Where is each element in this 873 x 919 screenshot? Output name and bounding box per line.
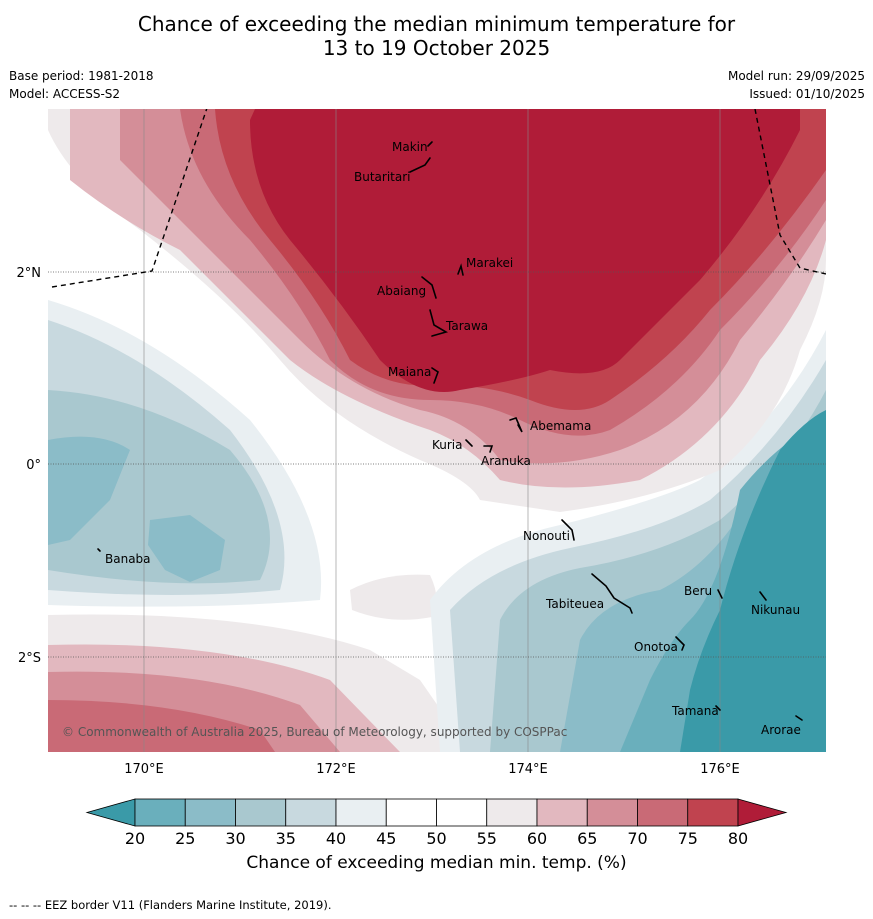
island-nikunau	[759, 591, 767, 601]
label-kuria: Kuria	[432, 438, 463, 452]
lat-lines	[48, 271, 826, 658]
colorbar: 20 25 30 35 40 45 50 55 60 65 70 75 80	[85, 798, 788, 848]
lon-label-174: 174°E	[508, 762, 548, 777]
label-arorae: Arorae	[761, 723, 801, 737]
colorbar-extend-low	[85, 798, 136, 827]
island-butaritari	[409, 157, 431, 173]
eez-border-east	[754, 109, 826, 275]
colorbar-swatch-30-35	[235, 798, 287, 827]
islands	[97, 141, 803, 721]
island-makin	[427, 141, 433, 147]
label-banaba: Banaba	[105, 552, 151, 566]
eez-footnote: -- -- -- EEZ border V11 (Flanders Marine…	[9, 898, 332, 912]
colorbar-tick-40: 40	[326, 829, 346, 848]
label-abemama: Abemama	[530, 419, 591, 433]
title-line-2: 13 to 19 October 2025	[322, 36, 551, 60]
model-run: Model run: 29/09/2025	[727, 69, 865, 83]
forecast-field: Makin Butaritari Marakei Abaiang Tarawa …	[48, 109, 826, 752]
band-blob-55	[350, 574, 437, 620]
model-name: Model: ACCESS-S2	[9, 87, 121, 101]
band-west-25b	[148, 515, 225, 582]
lat-axis-labels: 2°N 0° 2°S	[17, 266, 42, 666]
colorbar-tick-55: 55	[477, 829, 497, 848]
label-marakei: Marakei	[466, 256, 513, 270]
label-makin: Makin	[392, 140, 428, 154]
colorbar-tick-45: 45	[376, 829, 396, 848]
island-marakei	[457, 263, 464, 276]
issued-date: Issued: 01/10/2025	[749, 87, 865, 101]
map-title: Chance of exceeding the median minimum t…	[0, 12, 873, 60]
island-tabiteuea	[591, 573, 633, 614]
meta-right: Model run: 29/09/2025 Issued: 01/10/2025	[728, 67, 865, 103]
island-kuria	[465, 439, 473, 447]
label-butaritari: Butaritari	[354, 170, 411, 184]
label-beru: Beru	[684, 584, 712, 598]
colorbar-tick-60: 60	[527, 829, 547, 848]
island-onotoa	[675, 636, 685, 651]
colorbar-tick-30: 30	[225, 829, 245, 848]
colorbar-tick-20: 20	[125, 829, 145, 848]
island-tarawa	[429, 309, 449, 337]
colorbar-tick-35: 35	[276, 829, 296, 848]
base-period: Base period: 1981-2018	[9, 69, 154, 83]
colorbar-swatch-55-60	[486, 798, 538, 827]
meta-left: Base period: 1981-2018 Model: ACCESS-S2	[9, 67, 154, 103]
colorbar-tick-50: 50	[426, 829, 446, 848]
colorbar-tick-80: 80	[728, 829, 748, 848]
label-nikunau: Nikunau	[751, 603, 800, 617]
island-nonouti	[561, 519, 575, 541]
colorbar-swatch-35-40	[285, 798, 337, 827]
lat-label-0: 0°	[26, 458, 41, 473]
band-east-lt20	[680, 410, 826, 752]
lon-label-170: 170°E	[124, 762, 164, 777]
colorbar-tick-25: 25	[175, 829, 195, 848]
island-abaiang	[421, 276, 437, 299]
colorbar-swatch-50-55	[436, 798, 488, 827]
label-aranuka: Aranuka	[481, 454, 531, 468]
lon-label-172: 172°E	[316, 762, 356, 777]
colorbar-swatch-20-25	[134, 798, 186, 827]
label-tabiteuea: Tabiteuea	[545, 597, 604, 611]
island-beru	[717, 589, 723, 599]
band-north-80	[250, 109, 800, 392]
label-tamana: Tamana	[671, 704, 719, 718]
island-banaba	[97, 548, 101, 552]
copyright-notice: © Commonwealth of Australia 2025, Bureau…	[62, 725, 567, 739]
colorbar-tick-70: 70	[627, 829, 647, 848]
eez-border-west	[51, 109, 208, 288]
lon-axis-labels: 170°E 172°E 174°E 176°E	[124, 762, 740, 777]
graticule	[143, 109, 721, 752]
label-abaiang: Abaiang	[377, 284, 426, 298]
colorbar-swatch-25-30	[184, 798, 236, 827]
lon-label-176: 176°E	[700, 762, 740, 777]
colorbar-tick-65: 65	[577, 829, 597, 848]
colorbar-swatch-70-75	[637, 798, 689, 827]
island-aranuka	[483, 445, 494, 453]
island-tamana	[715, 705, 721, 711]
island-arorae	[795, 715, 803, 721]
lat-label-2n: 2°N	[17, 266, 42, 281]
colorbar-tick-75: 75	[678, 829, 698, 848]
island-abemama	[509, 417, 523, 433]
colorbar-swatch-65-70	[586, 798, 638, 827]
place-labels: Makin Butaritari Marakei Abaiang Tarawa …	[105, 140, 801, 737]
colorbar-swatch-45-50	[385, 798, 437, 827]
colorbar-extend-high	[737, 798, 788, 827]
label-onotoa: Onotoa	[634, 640, 678, 654]
lat-label-2s: 2°S	[18, 651, 41, 666]
island-maiana	[431, 367, 439, 384]
label-maiana: Maiana	[388, 365, 431, 379]
colorbar-title: Chance of exceeding median min. temp. (%…	[246, 853, 627, 873]
colorbar-swatch-40-45	[335, 798, 387, 827]
label-tarawa: Tarawa	[445, 319, 488, 333]
label-nonouti: Nonouti	[523, 529, 570, 543]
band-south-70	[48, 700, 275, 752]
title-line-1: Chance of exceeding the median minimum t…	[137, 12, 736, 36]
colorbar-swatch-75-80	[687, 798, 739, 827]
colorbar-swatch-60-65	[536, 798, 588, 827]
